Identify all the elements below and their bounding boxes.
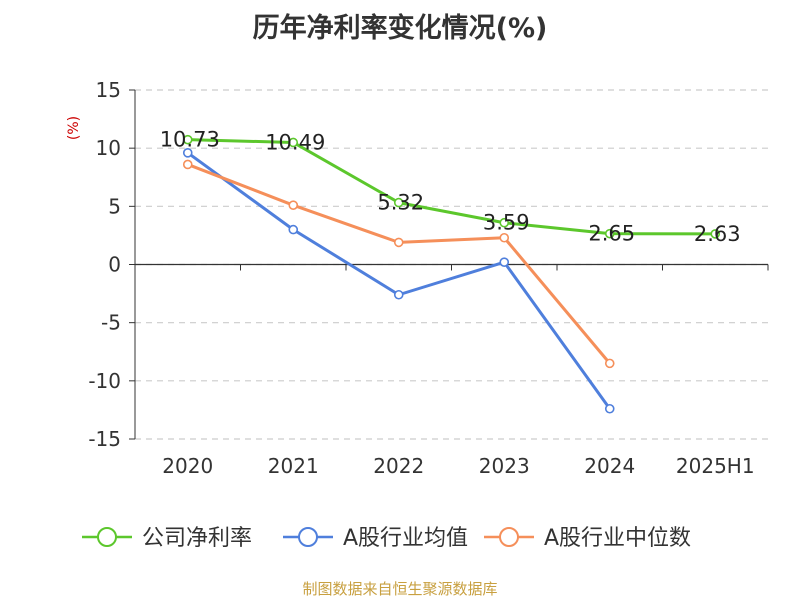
y-tick-label: 0 [108, 253, 121, 277]
data-point [288, 137, 299, 148]
series-line [187, 138, 716, 236]
y-tick-label: 10 [96, 136, 121, 160]
data-point [182, 148, 193, 158]
x-tick-label: 2022 [373, 454, 424, 478]
data-label: 2.63 [694, 222, 741, 246]
data-point [393, 237, 404, 248]
data-point [393, 289, 404, 300]
data-point [710, 229, 721, 239]
data-point [182, 159, 193, 170]
legend-label: 公司净利率 [142, 526, 252, 551]
data-point [499, 217, 510, 228]
y-tick-label: -15 [88, 427, 121, 451]
legend-label: A股行业均值 [343, 526, 468, 551]
data-point [604, 228, 615, 239]
data-label: 10.49 [265, 130, 325, 154]
x-tick-label: 2023 [479, 454, 530, 478]
y-tick-label: -10 [88, 369, 121, 393]
x-tick-label: 2025H1 [676, 454, 755, 478]
y-axis-unit: (%) [66, 116, 82, 140]
data-point [499, 232, 510, 243]
data-label: 10.73 [160, 128, 220, 152]
legend-marker [97, 527, 117, 547]
y-tick-label: -5 [101, 311, 121, 335]
data-point [288, 224, 299, 235]
data-label: 3.59 [483, 211, 530, 235]
data-point [604, 358, 615, 369]
y-tick-label: 5 [108, 194, 121, 218]
data-point [393, 197, 404, 208]
source-note: 制图数据来自恒生聚源数据库 [302, 580, 498, 598]
legend-label: A股行业中位数 [544, 526, 691, 551]
x-tick-label: 2021 [268, 454, 319, 478]
legend-marker [298, 527, 318, 547]
data-point [288, 200, 299, 210]
legend-marker [499, 527, 519, 547]
x-tick-label: 2020 [162, 454, 213, 478]
y-tick-label: 15 [96, 78, 121, 102]
chart-title: 历年净利率变化情况(%) [252, 13, 548, 44]
x-tick-label: 2024 [584, 454, 635, 478]
data-point [604, 403, 615, 414]
data-point [182, 134, 193, 145]
data-label: 2.65 [588, 222, 635, 246]
data-point [499, 257, 510, 267]
data-label: 5.32 [377, 191, 424, 215]
